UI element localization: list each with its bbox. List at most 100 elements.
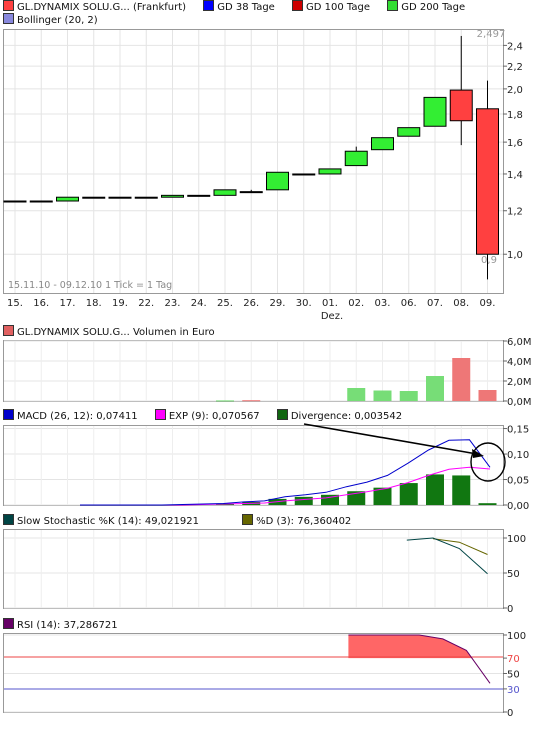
bollinger-legend: Bollinger (20, 2) [3,13,112,27]
volume-y-tick-label: 0,0M [507,397,532,408]
macd-panel-frame [3,425,504,506]
price-y-axis: 1,0 1,2 1,4 1,6 1,8 2,0 2,2 2,4 [503,41,523,261]
candle-body [239,191,263,194]
candle-body [344,150,368,167]
x-tick-label: 24. [191,298,207,309]
price-high-annotation: 2,497 [477,29,506,40]
stoch-d-swatch [242,514,254,525]
divergence-bar [399,483,418,505]
volume-bar [399,391,418,401]
macd-line [80,439,491,506]
candle-body [187,194,211,197]
divergence-bar [347,491,366,505]
x-tick-label: 03. [375,298,391,309]
rsi-y-tick-label: 0 [507,708,513,719]
bollinger-swatch [3,13,14,24]
x-tick-label: 30. [296,298,312,309]
divergence-bar [426,474,444,505]
macd-y-tick-label: 0,05 [507,476,529,487]
annotation-circle [470,442,506,482]
x-tick-label: 25. [217,298,233,309]
x-tick-label: 07. [427,298,443,309]
stoch-panel-frame [3,529,504,609]
volume-bar [452,358,471,401]
x-tick-label: 15. [7,298,23,309]
rsi-y-tick-label: 70 [507,654,520,665]
gd100-swatch [292,0,304,11]
rsi-legend: RSI (14): 37,286721 [3,618,132,632]
candle-body [3,200,27,203]
divergence-bar [294,496,313,505]
stoch-k-line [406,537,488,575]
price-panel-frame [3,29,504,294]
stoch-legend: Slow Stochastic %K (14): 49,021921 %D (3… [3,514,365,528]
x-tick-label: 23. [165,298,181,309]
gd200-label: GD 200 Tage [401,2,466,13]
rsi-label: RSI (14): 37,286721 [17,620,118,631]
gd100-label: GD 100 Tage [306,2,371,13]
candle-body [134,196,158,199]
volume-bar [478,390,497,401]
bollinger-label: Bollinger (20, 2) [17,15,98,26]
volume-bar [216,400,234,402]
stoch-k-label: Slow Stochastic %K (14): 49,021921 [17,516,199,527]
x-axis-labels: 15. 16. 17. 18. 19. 22. 23. 24. 25. 26. 29. 30. 01. 0… [7,298,495,309]
month-label: Dez. [321,311,343,322]
macd-swatch [3,409,14,420]
macd-y-tick-label: 0,10 [507,450,529,461]
macd-legend: MACD (26, 12): 0,07411 EXP (9): 0,070567… [3,409,416,423]
stoch-d-line [432,538,488,555]
price-y-tick-label: 1,6 [507,138,523,149]
rsi-overbought-area [348,635,472,659]
candle-body [476,108,499,255]
stoch-y-axis: 0 50 100 [503,534,526,615]
divergence-bar [321,494,339,505]
x-tick-label: 06. [401,298,417,309]
price-candles [3,35,499,280]
volume-y-axis: 0,0M 2,0M 4,0M 6,0M [503,337,532,408]
rsi-y-tick-label: 100 [507,631,526,642]
x-tick-label: 19. [112,298,128,309]
x-tick-label: 02. [348,298,364,309]
gd38-label: GD 38 Tage [217,2,275,13]
macd-divergence-bars [216,474,497,505]
date-range-label: 15.11.10 - 09.12.10 1 Tick = 1 Tag [8,280,172,291]
exp-swatch [154,409,166,420]
volume-y-tick-label: 4,0M [507,357,532,368]
volume-title: GL.DYNAMIX SOLU.G... Volumen in Euro [17,327,215,338]
x-tick-label: 09. [480,298,496,309]
price-y-tick-label: 1,0 [507,250,523,261]
candle-body [29,200,53,203]
divergence-swatch [276,409,288,420]
candle-body [449,89,473,122]
volume-bars [216,358,497,402]
candle-body [108,196,132,199]
x-tick-label: 01. [322,298,338,309]
volume-bar [373,390,392,401]
price-y-tick-label: 1,8 [507,110,523,121]
macd-y-tick-label: 0,00 [507,501,529,512]
candle-body [213,189,237,196]
exp-label: EXP (9): 0,070567 [168,411,260,422]
rsi-swatch [3,618,14,629]
divergence-bar [452,475,471,505]
volume-legend: GL.DYNAMIX SOLU.G... Volumen in Euro [3,325,229,339]
stoch-y-tick-label: 100 [507,534,526,545]
gd200-swatch [387,0,399,11]
x-tick-label: 29. [270,298,286,309]
candle-body [423,96,447,127]
candle-body [161,194,184,198]
volume-y-tick-label: 6,0M [507,337,532,348]
stoch-k-swatch [3,514,14,525]
rsi-y-tick-label: 50 [507,670,520,681]
x-tick-label: 17. [60,298,76,309]
stoch-d-label: %D (3): 76,360402 [256,516,352,527]
divergence-label: Divergence: 0,003542 [290,411,403,422]
price-low-annotation: 0,9 [481,255,497,266]
rsi-y-tick-label: 30 [507,685,520,696]
price-legend-series: GL.DYNAMIX SOLU.G... (Frankfurt) [17,2,187,13]
candle-body [397,127,421,137]
x-tick-label: 26. [243,298,259,309]
annotation-arrow-head [472,449,484,458]
